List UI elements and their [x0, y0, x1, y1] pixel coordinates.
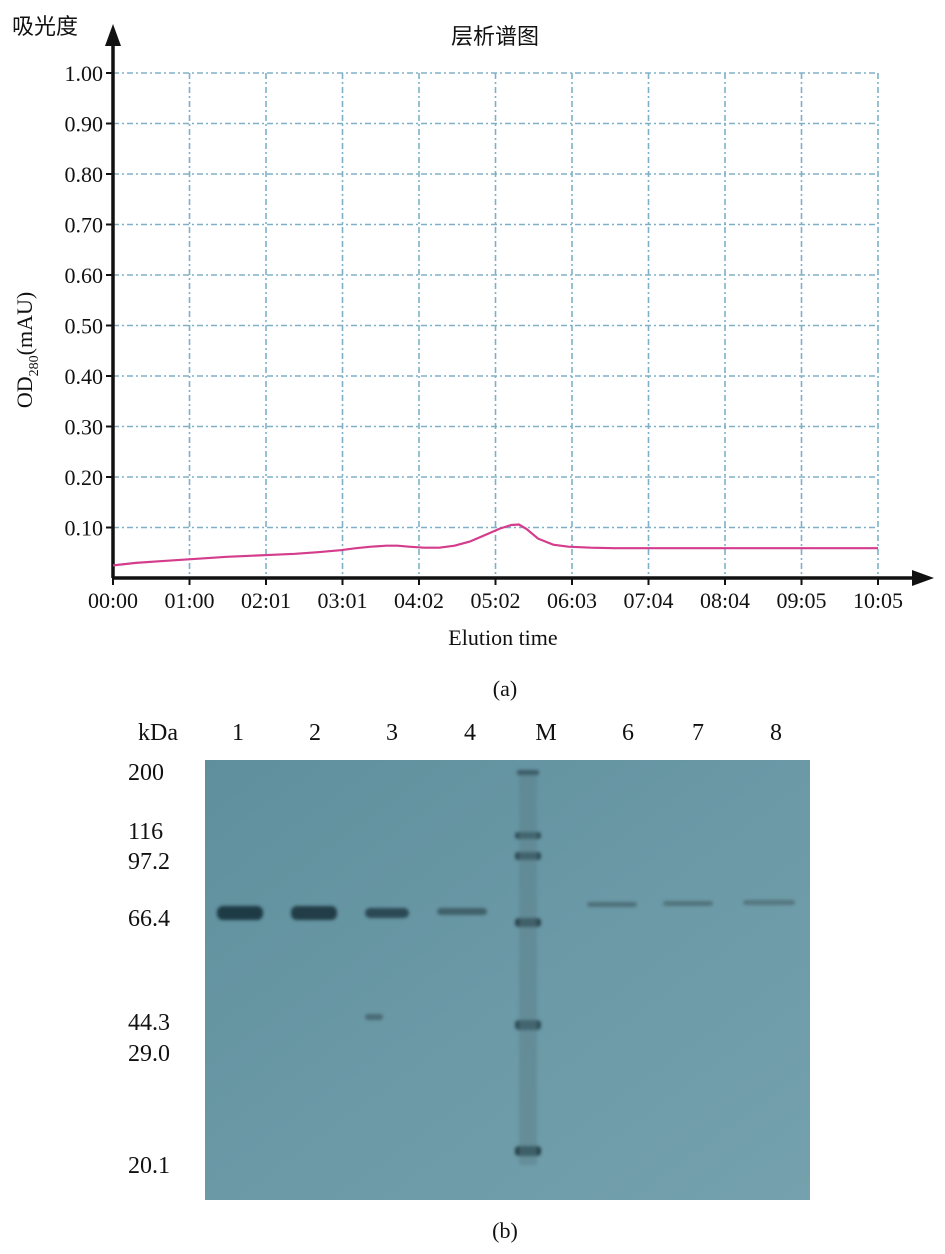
x-tick-label: 05:02 — [470, 588, 520, 613]
absorbance-line — [112, 523, 878, 567]
kda-header: kDa — [138, 720, 178, 746]
y-tick-label: 0.40 — [65, 364, 104, 389]
chart-grid — [113, 72, 879, 578]
x-tick-label: 06:03 — [547, 588, 597, 613]
gel-glare — [205, 760, 562, 845]
x-tick-label: 00:00 — [88, 588, 138, 613]
marker-label-116: 116 — [128, 819, 164, 845]
gel-bands — [217, 770, 795, 1165]
y-tick-labels: 1.00 0.90 0.80 0.70 0.60 0.50 0.40 0.30 0.20 0.10 — [65, 61, 104, 541]
x-axis-label: Elution time — [448, 625, 557, 650]
gel-lane-labels: kDa 1 2 3 4 M 6 7 8 — [0, 720, 945, 760]
marker-label-29: 29.0 — [128, 1041, 170, 1067]
band-lane3-44 — [365, 1014, 383, 1020]
band-lane4-66 — [437, 908, 487, 915]
x-tick-label: 07:04 — [623, 588, 673, 613]
marker-band-200 — [517, 770, 539, 775]
caption-a: (a) — [492, 676, 518, 701]
band-lane3-66 — [365, 908, 409, 918]
y-axis-label-sub: 280 — [27, 355, 42, 376]
chart-axes — [105, 24, 934, 586]
x-tick-labels: 00:00 01:00 02:01 03:01 04:02 05:02 06:03 07:04… — [88, 588, 903, 613]
band-lane1-66 — [217, 906, 263, 920]
y-tick-label: 1.00 — [65, 61, 104, 86]
marker-label-97: 97.2 — [128, 849, 170, 875]
lane-label-2: 2 — [309, 720, 321, 746]
chart-title: 层析谱图 — [451, 24, 539, 49]
lane-label-marker: M — [535, 720, 557, 746]
lane-label-6: 6 — [622, 720, 634, 746]
x-tick-label: 09:05 — [776, 588, 826, 613]
x-tick-label: 08:04 — [700, 588, 750, 613]
x-tick-label: 01:00 — [164, 588, 214, 613]
y-axis-top-label: 吸光度 — [12, 14, 78, 39]
y-tick-label: 0.70 — [65, 213, 104, 238]
x-tick-label: 02:01 — [241, 588, 291, 613]
band-lane6-66 — [587, 902, 637, 907]
band-lane2-66 — [291, 906, 337, 920]
lane-label-3: 3 — [386, 720, 398, 746]
caption-b: (b) — [492, 1218, 518, 1243]
y-tick-label: 0.60 — [65, 263, 104, 288]
y-tick-label: 0.90 — [65, 112, 104, 137]
y-axis-arrow — [105, 24, 121, 46]
marker-label-20: 20.1 — [128, 1153, 170, 1179]
sds-page-gel-image — [205, 760, 810, 1200]
marker-label-44: 44.3 — [128, 1010, 170, 1036]
x-tick-label: 10:05 — [853, 588, 903, 613]
chromatogram-chart: 1.00 0.90 0.80 0.70 0.60 0.50 0.40 0.30 0.20 0.10… — [12, 14, 934, 650]
lane-label-7: 7 — [692, 720, 704, 746]
y-axis-label-unit: (mAU) — [12, 292, 37, 356]
x-axis-arrow — [912, 570, 934, 586]
marker-label-66: 66.4 — [128, 906, 170, 932]
band-lane7-66 — [663, 901, 713, 906]
lane-label-8: 8 — [770, 720, 782, 746]
y-axis-label-main: OD — [12, 376, 37, 408]
y-tick-label: 0.20 — [65, 465, 104, 490]
y-tick-label: 0.80 — [65, 162, 104, 187]
lane-label-1: 1 — [232, 720, 244, 746]
y-tick-label: 0.50 — [65, 314, 104, 339]
y-axis-label: OD280(mAU) — [12, 292, 42, 408]
marker-label-200: 200 — [128, 760, 164, 786]
marker-smear — [519, 775, 537, 1165]
y-tick-label: 0.10 — [65, 516, 104, 541]
x-tick-label: 04:02 — [394, 588, 444, 613]
x-tick-label: 03:01 — [317, 588, 367, 613]
band-lane8-66 — [743, 900, 795, 905]
y-tick-label: 0.30 — [65, 415, 104, 440]
lane-label-4: 4 — [464, 720, 476, 746]
